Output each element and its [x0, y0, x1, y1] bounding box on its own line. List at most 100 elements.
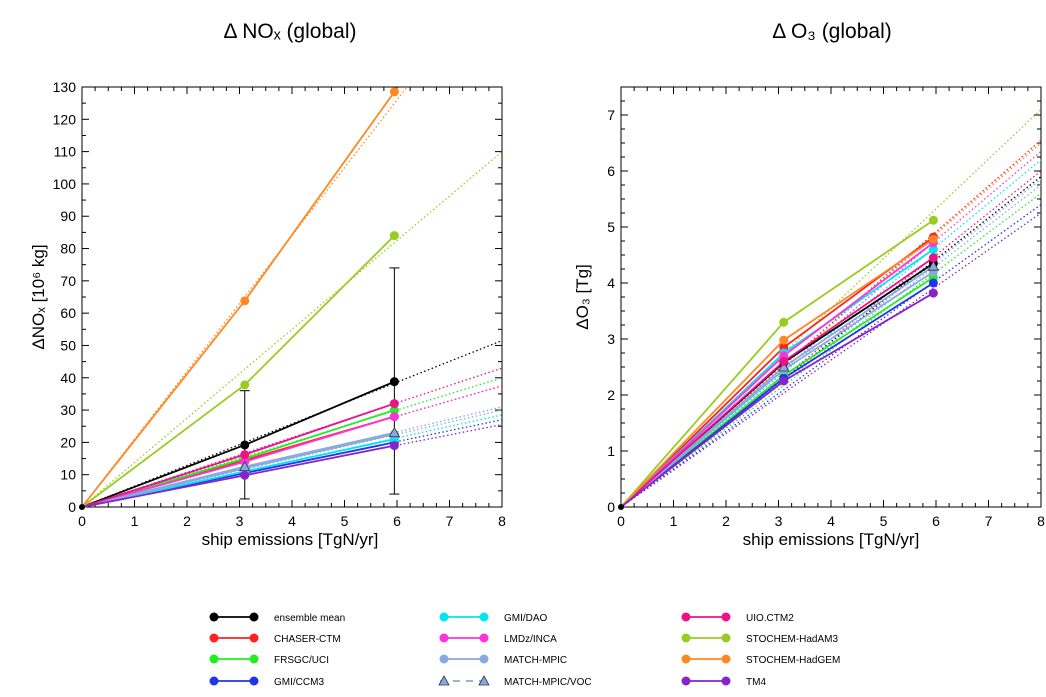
data-point [388, 426, 401, 438]
data-point [779, 335, 789, 345]
data-point [928, 278, 938, 288]
data-point [389, 412, 399, 422]
x-tick-label: 4 [288, 513, 296, 529]
legend-item: MATCH-MPIC/VOC [438, 675, 592, 688]
data-point [389, 87, 399, 97]
data-point [389, 399, 399, 409]
data-point [618, 504, 624, 510]
trend-line [82, 367, 502, 507]
data-point [389, 441, 399, 451]
y-tick-label: 0 [68, 499, 76, 515]
x-tick-label: 0 [617, 513, 625, 529]
x-tick-label: 2 [183, 513, 191, 529]
y-axis-label-nox: ΔNOₓ [10⁶ kg] [29, 244, 48, 349]
trend-line [82, 340, 502, 507]
y-tick-label: 30 [60, 402, 76, 418]
legend-label: UIO.CTM2 [746, 613, 794, 624]
legend-marker [209, 676, 219, 686]
legend-marker [439, 633, 449, 643]
data-point [240, 380, 250, 390]
legend-marker [478, 675, 490, 686]
legend-marker [438, 675, 450, 686]
legend-item: TM4 [681, 676, 766, 688]
legend-item: UIO.CTM2 [681, 612, 794, 624]
y-tick-label: 3 [607, 331, 615, 347]
legend-marker [681, 633, 691, 643]
trend-line [621, 212, 1041, 507]
data-point [779, 317, 789, 327]
legend-marker [439, 612, 449, 622]
legend-marker [721, 676, 731, 686]
y-tick-label: 6 [607, 163, 615, 179]
legend-marker [681, 612, 691, 622]
legend-item: CHASER-CTM [209, 633, 341, 645]
data-point [389, 231, 399, 241]
trend-line [82, 151, 502, 507]
legend-marker [721, 612, 731, 622]
legend-marker [209, 612, 219, 622]
chart-title-o3: Δ O₃ (global) [772, 20, 891, 43]
legend-marker [209, 633, 219, 643]
data-point [928, 288, 938, 298]
legend-item: GMI/DAO [439, 612, 548, 624]
y-tick-label: 130 [53, 79, 77, 95]
legend-item: STOCHEM-HadAM3 [681, 633, 838, 645]
legend-label: STOCHEM-HadAM3 [746, 634, 838, 645]
legend-marker [249, 633, 259, 643]
legend-marker [249, 654, 259, 664]
legend-marker [249, 676, 259, 686]
legend-marker [721, 654, 731, 664]
legend-label: GMI/CCM3 [274, 677, 324, 688]
x-tick-label: 2 [722, 513, 730, 529]
data-point [239, 460, 251, 472]
legend-marker [479, 612, 489, 622]
x-tick-label: 3 [775, 513, 783, 529]
legend-item: LMDz/INCA [439, 633, 557, 645]
chart-title-nox: Δ NOₓ (global) [224, 20, 357, 43]
y-tick-label: 7 [607, 107, 615, 123]
y-tick-label: 10 [60, 467, 76, 483]
legend-label: ensemble mean [274, 613, 345, 624]
legend-marker [479, 654, 489, 664]
x-tick-label: 6 [932, 513, 940, 529]
legend-marker [681, 676, 691, 686]
trend-line [621, 204, 1041, 507]
legend-label: FRSGC/UCI [274, 655, 329, 666]
o3-plot: 0 1 2 3 4 5 6 7 8 0 1 2 3 4 5 6 7 [607, 86, 1045, 529]
data-point [240, 450, 250, 460]
data-point [928, 215, 938, 225]
data-point [389, 405, 399, 415]
x-tick-label: 1 [670, 513, 678, 529]
data-point [240, 440, 250, 450]
series-line [81, 234, 396, 508]
data-point [240, 470, 250, 480]
data-point [779, 356, 789, 366]
x-tick-label: 7 [446, 513, 454, 529]
y-tick-label: 100 [53, 176, 77, 192]
x-tick-label: 8 [1037, 513, 1045, 529]
x-axis-label-o3: ship emissions [TgN/yr] [743, 530, 920, 549]
x-tick-label: 6 [393, 513, 401, 529]
y-tick-label: 5 [607, 219, 615, 235]
series-line [81, 438, 395, 508]
x-tick-label: 5 [880, 513, 888, 529]
x-tick-label: 5 [341, 513, 349, 529]
legend-item: STOCHEM-HadGEM [681, 654, 840, 666]
y-tick-label: 120 [53, 111, 77, 127]
x-axis-label-nox: ship emissions [TgN/yr] [202, 530, 379, 549]
y-tick-label: 1 [607, 443, 615, 459]
legend: ensemble mean CHASER-CTM FRSGC/UCI GMI/CCM3… [209, 612, 840, 688]
trend-line [82, 419, 502, 507]
trend-line [621, 159, 1041, 507]
legend-item: FRSGC/UCI [209, 654, 329, 666]
x-tick-label: 8 [498, 513, 506, 529]
y-tick-label: 110 [54, 144, 77, 160]
legend-item: ensemble mean [209, 612, 345, 624]
y-tick-label: 4 [607, 275, 615, 291]
legend-marker [439, 654, 449, 664]
x-tick-label: 4 [827, 513, 835, 529]
trend-line [621, 192, 1041, 507]
data-point [389, 377, 399, 387]
data-point [79, 504, 85, 510]
trend-line [82, 423, 502, 507]
